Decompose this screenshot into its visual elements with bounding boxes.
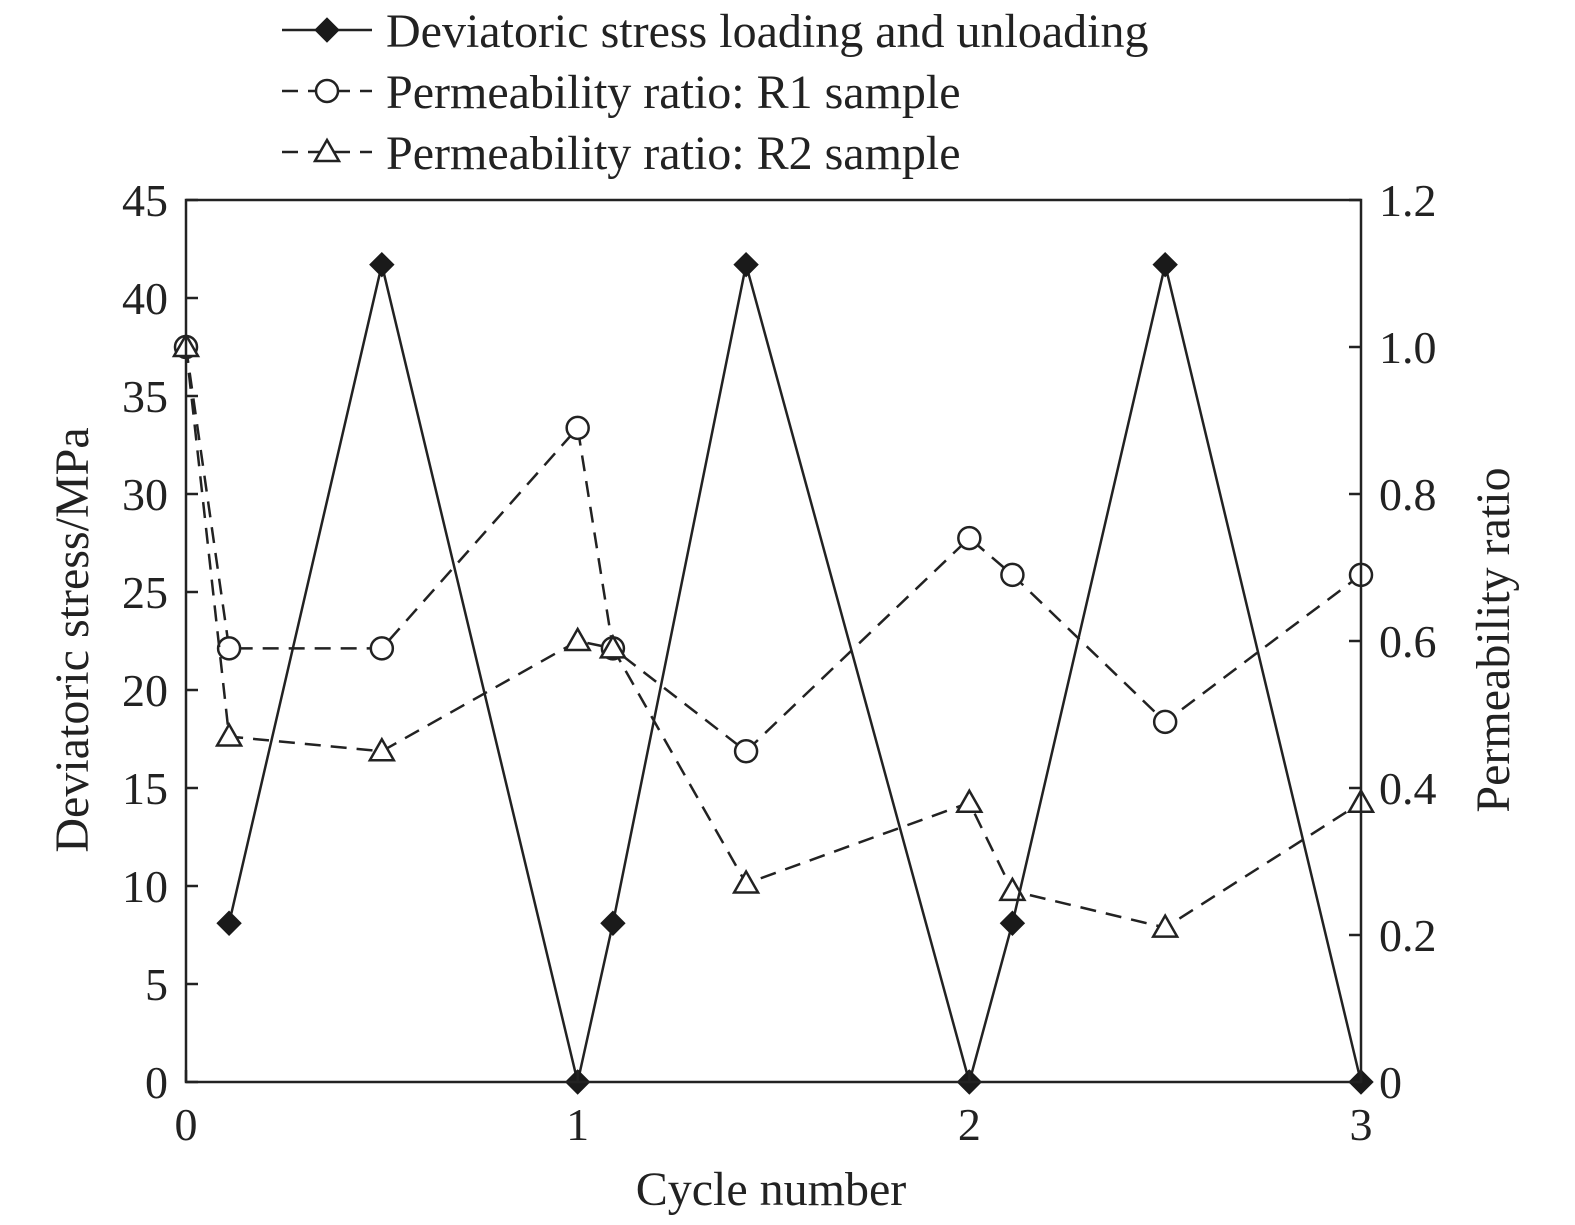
series-3-point (598, 633, 628, 659)
series-3-point (731, 869, 761, 894)
legend: Deviatoric stress loading and unloading P… (282, 5, 1149, 180)
series-3-point (214, 722, 244, 747)
series-line-2 (184, 346, 1362, 753)
x-tick-label: 1 (566, 1099, 589, 1150)
series-1-point (369, 251, 395, 278)
series-2-point (565, 415, 590, 441)
y2-tick-label: 0.4 (1379, 763, 1437, 814)
legend-marker-1 (314, 17, 340, 43)
series-2-point (733, 739, 759, 764)
series-1-point (733, 251, 759, 278)
y-tick-label: 0 (145, 1057, 168, 1108)
y-tick-label: 10 (122, 861, 168, 912)
plot-area (171, 251, 1376, 1095)
y-tick-label: 5 (145, 959, 168, 1010)
x-tick-label: 0 (175, 1099, 198, 1150)
series-1-point (999, 910, 1026, 936)
legend-marker-3 (312, 137, 342, 163)
plot-frame (184, 198, 1363, 1084)
series-3-point (563, 626, 592, 652)
series-2-point (1000, 562, 1025, 588)
series-2-point (369, 636, 395, 661)
legend-marker-2 (314, 78, 340, 104)
series-2-point (1152, 709, 1178, 735)
y-tick-label: 35 (122, 371, 168, 422)
series-line-3 (184, 346, 1362, 929)
y-tick-label: 20 (122, 665, 168, 716)
y-tick-label: 30 (122, 469, 168, 520)
series-1-point (216, 910, 242, 936)
x-axis-title: Cycle number (636, 1163, 907, 1216)
series-3-point (955, 788, 984, 813)
x-tick-label: 2 (958, 1099, 981, 1150)
y-tick-label: 45 (122, 175, 168, 226)
series-line-1 (227, 264, 1363, 1087)
y2-tick-label: 0.8 (1379, 469, 1437, 520)
y-tick-label: 40 (122, 273, 168, 324)
legend-label-1: Deviatoric stress loading and unloading (386, 5, 1149, 58)
legend-label-3: Permeability ratio: R2 sample (386, 127, 961, 180)
y-tick-label: 15 (122, 763, 168, 814)
x-tick-label: 3 (1350, 1099, 1373, 1150)
axes: 0 5 10 15 20 25 30 35 40 45 0 0.2 0.4 0.6 0.8 1.0 1.2 0 1 2… (122, 175, 1437, 1150)
y-axis-title: Deviatoric stress/MPa (46, 427, 99, 852)
y2-tick-label: 0 (1379, 1057, 1402, 1108)
y2-axis-title: Permeability ratio (1467, 467, 1520, 812)
y2-tick-label: 1.0 (1379, 322, 1437, 373)
series-3-point (1151, 913, 1180, 938)
series-2-point (957, 525, 982, 551)
series-1-point (1152, 251, 1178, 278)
series-2-point (216, 636, 242, 661)
series-3-point (367, 736, 396, 762)
y-tick-label: 25 (122, 567, 168, 618)
legend-label-2: Permeability ratio: R1 sample (386, 66, 961, 119)
y2-tick-label: 0.2 (1379, 910, 1437, 961)
y2-tick-label: 1.2 (1379, 175, 1437, 226)
y2-tick-label: 0.6 (1379, 616, 1437, 667)
series-1-point (600, 910, 626, 936)
